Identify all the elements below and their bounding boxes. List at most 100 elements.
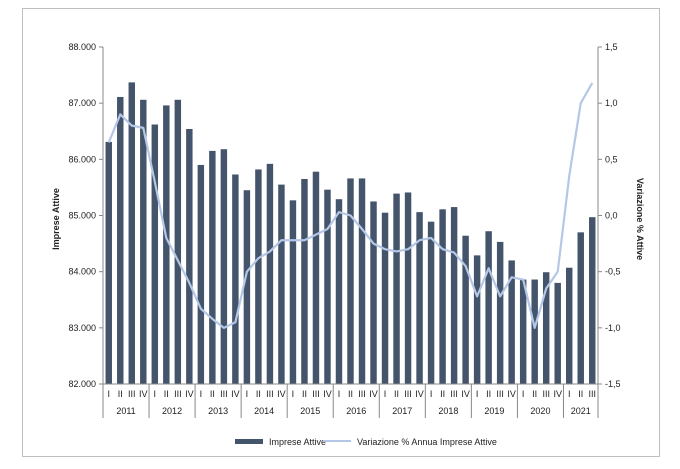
y-tick-label: 88.000 xyxy=(68,42,96,52)
line-layer xyxy=(107,82,594,329)
legend-bar-swatch xyxy=(235,439,263,444)
bar xyxy=(163,105,170,384)
x-tick-label: IV xyxy=(369,389,378,399)
bar xyxy=(404,192,412,384)
year-label: 2019 xyxy=(484,406,504,416)
bar xyxy=(105,141,112,384)
bar xyxy=(393,193,400,384)
x-tick-label: IV xyxy=(461,389,470,399)
year-label: 2018 xyxy=(438,406,458,416)
x-tick-label: III xyxy=(542,389,550,399)
y-tick-label: 87.000 xyxy=(68,98,96,108)
bar xyxy=(473,255,481,384)
legend: Imprese Attive Variazione % Annua Impres… xyxy=(235,437,497,447)
y-tick-label: 84.000 xyxy=(68,267,96,277)
x-tick-label: I xyxy=(476,389,479,399)
y2-axis-title: Variazione % Attive xyxy=(635,178,645,260)
x-tick-label: II xyxy=(532,389,537,399)
year-label: 2016 xyxy=(346,406,366,416)
x-tick-label: II xyxy=(164,389,169,399)
x-tick-label: II xyxy=(118,389,123,399)
y2-tick-label: -1,0 xyxy=(605,323,621,333)
year-label: 2015 xyxy=(300,406,320,416)
bar xyxy=(450,207,458,384)
x-tick-label: III xyxy=(174,389,182,399)
year-label: 2011 xyxy=(116,406,135,416)
bar xyxy=(301,178,308,384)
bar xyxy=(439,209,446,384)
bar xyxy=(565,267,573,384)
bar xyxy=(335,199,343,384)
x-tick-label: I xyxy=(200,389,203,399)
bar xyxy=(151,124,159,384)
bar xyxy=(519,279,527,384)
bar xyxy=(531,279,538,384)
bar xyxy=(243,190,251,384)
series-line xyxy=(107,82,594,329)
x-tick-label: IV xyxy=(231,389,240,399)
x-tick-label: IV xyxy=(323,389,332,399)
x-tick-label: IV xyxy=(139,389,148,399)
bar xyxy=(508,260,515,384)
bar xyxy=(220,149,228,384)
year-label: 2017 xyxy=(392,406,412,416)
bar xyxy=(232,174,239,384)
y2-tick-label: 0,0 xyxy=(605,211,618,221)
year-label: 2013 xyxy=(208,406,228,416)
x-tick-label: I xyxy=(292,389,295,399)
x-tick-label: III xyxy=(220,389,228,399)
y-tick-label: 85.000 xyxy=(68,211,96,221)
bar xyxy=(542,272,550,384)
bar xyxy=(485,231,492,384)
x-tick-label: II xyxy=(348,389,353,399)
year-label: 2014 xyxy=(254,406,274,416)
x-tick-label: II xyxy=(440,389,445,399)
bar xyxy=(174,99,182,385)
bar xyxy=(462,235,469,384)
x-tick-label: I xyxy=(568,389,571,399)
x-tick-label: I xyxy=(384,389,387,399)
x-tick-label: I xyxy=(246,389,249,399)
bar xyxy=(554,282,561,384)
x-tick-label: III xyxy=(496,389,504,399)
bar xyxy=(197,164,205,384)
x-tick-label: I xyxy=(154,389,157,399)
bar xyxy=(577,232,584,384)
y-tick-label: 83.000 xyxy=(68,323,96,333)
y2-tick-label: 0,5 xyxy=(605,154,618,164)
bar xyxy=(140,99,147,385)
x-tick-label: IV xyxy=(553,389,562,399)
x-tick-label: III xyxy=(450,389,458,399)
y2-tick-label: -1,5 xyxy=(605,379,621,389)
bar xyxy=(255,169,262,384)
legend-bar-label: Imprese Attive xyxy=(269,437,326,447)
chart: 82.000 83.000 84.000 85.000 86.000 87.000 88.0… xyxy=(51,42,645,447)
bar xyxy=(209,150,216,384)
x-tick-label: III xyxy=(312,389,320,399)
bar xyxy=(312,171,320,384)
x-tick-label: II xyxy=(394,389,399,399)
bar xyxy=(128,82,136,384)
x-tick-label: I xyxy=(430,389,433,399)
bar xyxy=(266,163,274,384)
chart-frame: 82.000 83.000 84.000 85.000 86.000 87.000 88.0… xyxy=(22,8,660,457)
bar xyxy=(347,178,354,384)
x-tick-label: I xyxy=(338,389,341,399)
x-tick-label: I xyxy=(107,389,110,399)
bar xyxy=(427,221,435,384)
bars-layer xyxy=(105,82,596,385)
legend-line-label: Variazione % Annua Imprese Attive xyxy=(357,437,497,447)
x-tick-label: I xyxy=(522,389,525,399)
x-tick-label: III xyxy=(588,389,596,399)
y2-tick-label: 1,5 xyxy=(605,42,618,52)
bar xyxy=(416,212,423,384)
x-tick-label: II xyxy=(256,389,261,399)
bar xyxy=(117,96,124,384)
x-tick-label: IV xyxy=(277,389,286,399)
x-tick-label: IV xyxy=(185,389,194,399)
x-tick-label: III xyxy=(404,389,412,399)
year-label: 2020 xyxy=(530,406,550,416)
x-tick-label: II xyxy=(486,389,491,399)
y2-tick-label: 1,0 xyxy=(605,98,618,108)
x-tick-label: II xyxy=(578,389,583,399)
